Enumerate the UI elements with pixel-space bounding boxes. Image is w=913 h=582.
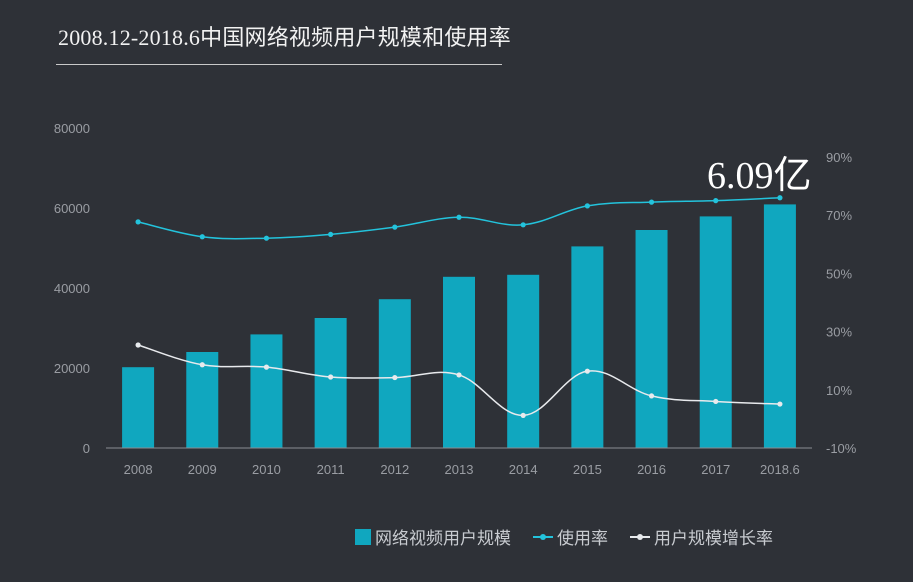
- bar-2014: [507, 274, 540, 448]
- usage-rate-point-2010: [263, 235, 270, 241]
- bar-2015: [571, 246, 604, 448]
- usage-rate-point-2014: [520, 222, 526, 228]
- legend-growth-label: 用户规模增长率: [654, 529, 773, 548]
- y-right-tick-label: 70%: [826, 208, 852, 223]
- title-underline: [56, 64, 502, 65]
- y-right-tick-label: 10%: [826, 383, 852, 398]
- legend-item-usage: 使用率: [533, 524, 608, 549]
- x-tick-label: 2013: [445, 462, 474, 477]
- usage-rate-point-2013: [456, 214, 462, 220]
- y-left-tick-label: 40000: [54, 281, 90, 296]
- growth-rate-point-2011: [328, 374, 334, 380]
- y-left-tick-label: 60000: [54, 201, 90, 216]
- y-right-tick-label: -10%: [826, 441, 857, 456]
- growth-rate-point-2014: [520, 412, 526, 419]
- growth-rate-point-2008: [135, 342, 141, 348]
- bar-swatch-icon: [355, 528, 371, 545]
- y-left-tick-label: 80000: [54, 121, 90, 136]
- bar-2017: [699, 216, 732, 448]
- y-right-tick-label: 90%: [826, 150, 852, 165]
- growth-rate-point-2012: [392, 374, 398, 381]
- bar-2012: [378, 299, 411, 448]
- usage-line-swatch-icon: [533, 531, 553, 543]
- bar-2008: [122, 367, 155, 448]
- x-tick-label: 2011: [317, 462, 345, 477]
- bar-2013: [443, 276, 475, 448]
- x-tick-label: 2012: [380, 462, 409, 477]
- x-tick-label: 2008: [124, 462, 153, 477]
- x-tick-label: 2016: [637, 462, 666, 477]
- bar-2010: [250, 334, 283, 448]
- legend-usage-label: 使用率: [557, 529, 608, 548]
- growth-rate-point-2015: [584, 368, 590, 374]
- x-tick-label: 2018.6: [760, 462, 800, 477]
- chart-title: 2008.12-2018.6中国网络视频用户规模和使用率: [58, 25, 511, 50]
- x-tick-label: 2010: [252, 462, 281, 477]
- x-tick-label: 2017: [701, 462, 730, 477]
- usage-rate-point-2011: [328, 231, 334, 238]
- growth-rate-point-2016: [648, 393, 655, 399]
- x-tick-label: 2014: [509, 462, 538, 477]
- usage-rate-point-2017: [713, 198, 719, 204]
- y-left-tick-label: 0: [83, 441, 90, 456]
- growth-rate-point-2009: [199, 362, 205, 368]
- x-tick-label: 2015: [573, 462, 602, 477]
- usage-rate-point-2012: [392, 224, 398, 230]
- usage-rate-point-2016: [648, 199, 655, 205]
- usage-rate-point-2015: [584, 203, 590, 209]
- growth-rate-point-2017: [713, 398, 719, 405]
- growth-rate-point-2018.6: [777, 401, 783, 407]
- legend-item-growth: 用户规模增长率: [630, 524, 773, 549]
- growth-line-swatch-icon: [630, 531, 650, 543]
- usage-rate-point-2008: [135, 219, 141, 225]
- x-tick-label: 2009: [188, 462, 217, 477]
- latest-value-callout: 6.09亿: [707, 155, 812, 197]
- growth-rate-point-2010: [263, 364, 270, 370]
- y-right-tick-label: 50%: [826, 266, 852, 281]
- bar-2011: [314, 318, 347, 448]
- bar-2009: [186, 352, 219, 448]
- bar-2016: [635, 230, 668, 448]
- y-right-tick-label: 30%: [826, 325, 852, 340]
- y-left-tick-label: 20000: [54, 361, 90, 376]
- legend-item-bar: 网络视频用户规模: [355, 524, 511, 549]
- chart-legend: 网络视频用户规模 使用率 用户规模增长率: [355, 524, 773, 549]
- usage-rate-point-2018.6: [777, 195, 783, 201]
- usage-rate-point-2009: [199, 234, 205, 240]
- growth-rate-point-2013: [456, 372, 462, 378]
- bar-2018.6: [763, 204, 796, 448]
- legend-bar-label: 网络视频用户规模: [375, 529, 511, 548]
